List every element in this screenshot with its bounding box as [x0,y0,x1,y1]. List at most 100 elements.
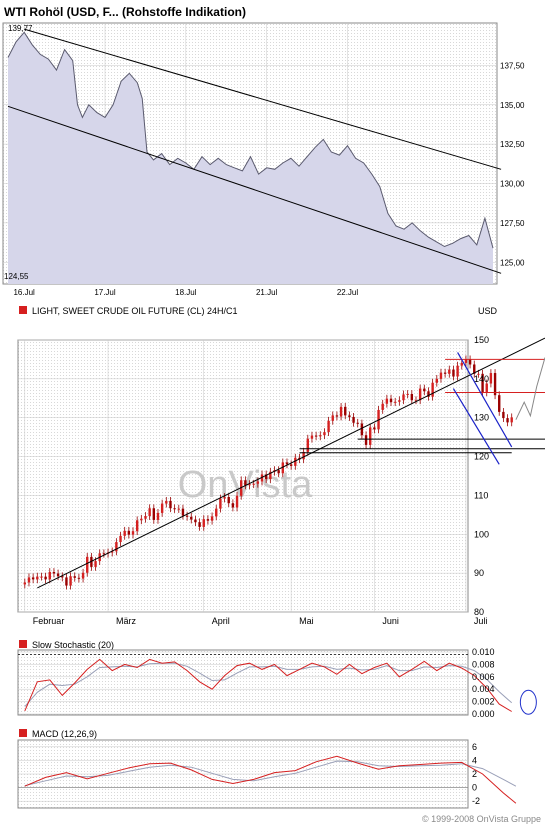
daily-y-tick-label: 80 [474,607,484,617]
candle-body [86,556,89,573]
candle-body [352,416,355,423]
candle-body [169,500,172,509]
candle-body [431,382,434,397]
candle-body [393,401,397,403]
candle-body [77,577,81,579]
daily-plot-bg [17,339,469,613]
candle-body [177,508,180,510]
macd-title: MACD (12,26,9) [32,729,97,739]
stochastic-y-tick-label: 0.008 [472,659,495,669]
candle-body [473,364,476,374]
daily-channel-line [452,388,500,465]
stochastic-legend-swatch [19,640,27,648]
candle-body [319,435,322,437]
candle-body [31,577,35,580]
intraday-low-label: 124,55 [4,272,29,281]
macd-series [24,755,517,804]
candle-body [160,503,164,513]
intraday-trendline [7,105,502,274]
daily-channel-line [457,352,513,448]
candle-body [448,369,451,374]
intraday-y-tick-label: 125,00 [500,258,525,267]
daily-y-axis: 150 140 130 120 110 100 90 80 [474,335,489,617]
intraday-title: WTI Rohöl (USD, F... (Rohstoffe Indikati… [4,5,246,19]
candle-body [235,495,239,508]
macd-signal-line [24,760,517,787]
intraday-y-tick-label: 130,00 [500,180,525,189]
candle-body [335,415,339,417]
candle-body [44,576,47,580]
candle-body [460,362,463,366]
daily-y-tick-label: 90 [474,568,484,578]
candle-body [435,378,438,383]
candle-body [61,576,64,578]
intraday-trendlines [7,28,502,274]
candle-body [277,470,280,474]
candle-body [73,576,76,578]
candle-body [52,571,56,574]
candle-body [252,483,255,485]
candle-body [406,394,409,396]
candle-body [285,462,289,465]
candle-body [423,388,426,392]
macd-y-axis: 6 4 2 0 -2 [472,742,480,806]
intraday-x-tick-label: 21.Jul [256,288,278,297]
candle-body [131,531,135,535]
intraday-x-axis: 16.Jul 17.Jul 18.Jul 21.Jul 22.Jul [13,288,358,297]
macd-y-tick-label: 0 [472,783,477,793]
candle-body [502,411,505,419]
candle-body [443,372,447,374]
candle-body [81,572,85,579]
candle-body [348,415,351,417]
daily-trendline [37,337,545,589]
stochastic-y-tick-label: 0.002 [472,697,495,707]
candle-body [414,400,418,402]
daily-x-tick-label: März [116,616,136,626]
candle-body [327,420,330,433]
intraday-price-area [8,32,493,284]
candle-body [210,516,214,521]
candle-body [248,484,251,486]
candle-body [206,519,210,521]
macd-chart: MACD (12,26,9) 6 4 2 0 -2 [17,729,517,809]
candle-body [219,498,222,509]
candle-body [294,457,297,466]
daily-x-tick-label: Mai [299,616,314,626]
candle-body [90,556,93,567]
candle-body [173,508,176,510]
macd-grid [18,746,468,802]
candle-body [410,394,414,401]
candle-body [115,542,118,552]
intraday-y-tick-label: 137,50 [500,61,525,70]
candle-body [456,365,459,377]
candle-body [190,516,193,520]
candle-body [481,373,484,393]
candle-body [56,573,60,577]
candle-body [360,423,364,436]
candle-body [23,582,27,585]
candle-body [144,516,147,519]
candle-body [135,520,139,532]
macd-y-tick-label: -2 [472,796,480,806]
candle-body [418,388,422,401]
intraday-x-tick-label: 16.Jul [13,288,35,297]
daily-y-tick-label: 100 [474,529,489,539]
stochastic-highlight-circle [519,689,537,715]
candle-body [194,519,197,523]
candle-body [152,508,156,520]
candle-body [269,471,272,480]
candle-body [385,398,389,404]
candle-body [36,576,39,580]
candle-body [165,500,168,504]
intraday-price-line [7,31,494,249]
candle-body [439,372,443,379]
candle-body [69,576,72,586]
candle-body [102,553,106,555]
macd-legend-swatch [19,729,27,737]
intraday-x-tick-label: 17.Jul [94,288,116,297]
stochastic-y-tick-label: 0.004 [472,684,495,694]
intraday-high-label: 139,77 [8,24,33,33]
candle-body [111,551,114,553]
stochastic-title: Slow Stochastic (20) [32,640,114,650]
